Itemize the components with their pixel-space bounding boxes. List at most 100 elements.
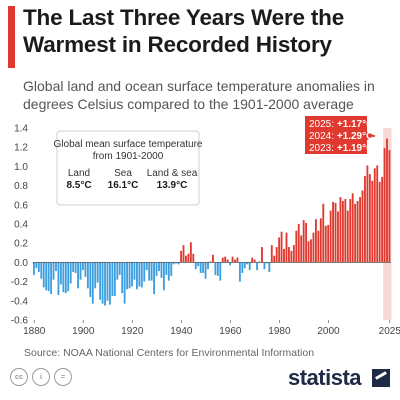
bar-1931 [158,262,160,272]
bar-1942 [185,255,187,263]
y-tick-label: 0.0 [14,258,28,269]
bar-1926 [145,262,148,271]
bar-1934 [165,262,168,275]
bar-1987 [295,230,298,263]
bar-2014 [361,190,364,263]
bar-1899 [79,262,82,280]
bar-1891 [59,262,62,285]
x-tick-label: 1980 [268,326,291,337]
bar-1921 [133,262,136,280]
bar-1992 [307,241,310,263]
bar-1997 [319,218,322,263]
bar-1907 [99,262,102,300]
bar-2012 [356,200,359,263]
bar-1929 [153,262,156,295]
callout-line-2024: 2024: +1.29°C [309,131,373,142]
bar-1977 [270,245,273,263]
info-sea-value: 16.1°C [108,180,139,191]
x-axis-ticks: 1880 1900 1920 1940 1960 1980 2000 2025 [23,320,400,337]
bar-1957 [221,257,224,263]
bar-1993 [310,239,312,263]
bar-1935 [167,262,170,281]
bar-1945 [192,253,195,263]
bar-1959 [226,259,229,263]
bar-1905 [94,262,97,289]
bar-1951 [207,262,209,270]
y-axis-ticks: -0.6 -0.4 -0.2 0.0 0.2 0.4 0.6 0.8 1.0 1.2 1.4 [11,124,29,327]
bar-1880 [33,262,35,275]
bar-1990 [302,220,305,263]
y-tick-label: 0.8 [14,181,28,192]
bar-1985 [290,250,293,263]
statista-logo[interactable]: statista [288,365,362,390]
bar-1954 [214,262,217,275]
bar-1961 [231,256,234,263]
bar-1904 [91,262,94,304]
bar-1982 [283,248,285,263]
x-tick-label: 2000 [317,326,340,337]
bar-1888 [52,262,55,280]
bar-2025 [388,150,391,263]
bar-2003 [334,202,337,263]
bar-2019 [373,168,376,263]
no-derivatives-icon[interactable]: = [54,368,72,386]
bar-1937 [172,262,175,265]
cc-license-icon[interactable]: cc [10,368,28,386]
bar-1947 [197,262,200,267]
bar-1902 [86,262,89,289]
bar-1965 [241,262,244,273]
bar-1922 [135,262,138,290]
y-tick-label: 0.2 [14,239,28,250]
bar-1939 [177,262,180,265]
bar-1973 [261,247,263,263]
bar-1915 [118,262,121,275]
bar-1898 [77,262,79,289]
bar-1914 [116,262,119,280]
bar-1948 [199,262,202,273]
bar-1932 [160,262,163,278]
bar-1989 [300,235,303,263]
bar-1978 [273,255,276,263]
statista-logo-icon [372,369,390,387]
info-land-value: 8.5°C [66,180,91,191]
bar-1946 [194,262,197,270]
callout-line-2023: 2023: +1.19°C [309,143,373,154]
bar-2022 [381,176,384,263]
bar-1886 [47,262,50,292]
bar-1983 [285,232,288,263]
bar-1980 [278,237,281,263]
bar-1919 [128,262,131,289]
y-tick-label: 1.4 [14,124,28,135]
bar-1890 [57,262,60,296]
bar-1883 [40,262,43,279]
y-tick-label: -0.2 [11,277,29,288]
bar-1909 [104,262,106,306]
bar-1976 [268,262,271,272]
info-box: Global mean surface temperature from 1901… [54,130,203,206]
bar-1962 [234,259,236,263]
bar-1960 [229,262,232,266]
y-tick-label: 1.2 [14,143,28,154]
bar-1928 [150,262,153,281]
attribution-icon[interactable]: i [32,368,50,386]
x-tick-label: 1920 [121,326,144,337]
bar-1970 [253,259,256,263]
bar-2013 [359,197,361,263]
bar-1974 [263,262,266,270]
bar-1969 [251,257,254,263]
bar-1923 [138,262,141,287]
bar-1981 [280,231,283,263]
bar-2015 [364,176,366,263]
x-tick-label: 1900 [72,326,95,337]
bar-1889 [55,262,57,272]
bar-1930 [155,262,158,276]
bar-1944 [189,242,192,263]
bar-2018 [371,180,374,263]
bar-2016 [366,165,369,263]
bar-1906 [96,262,99,283]
bar-1908 [101,262,104,304]
bar-1998 [322,203,325,263]
bar-1913 [113,262,116,296]
chart-subtitle: Global land and ocean surface temperatur… [23,78,375,112]
